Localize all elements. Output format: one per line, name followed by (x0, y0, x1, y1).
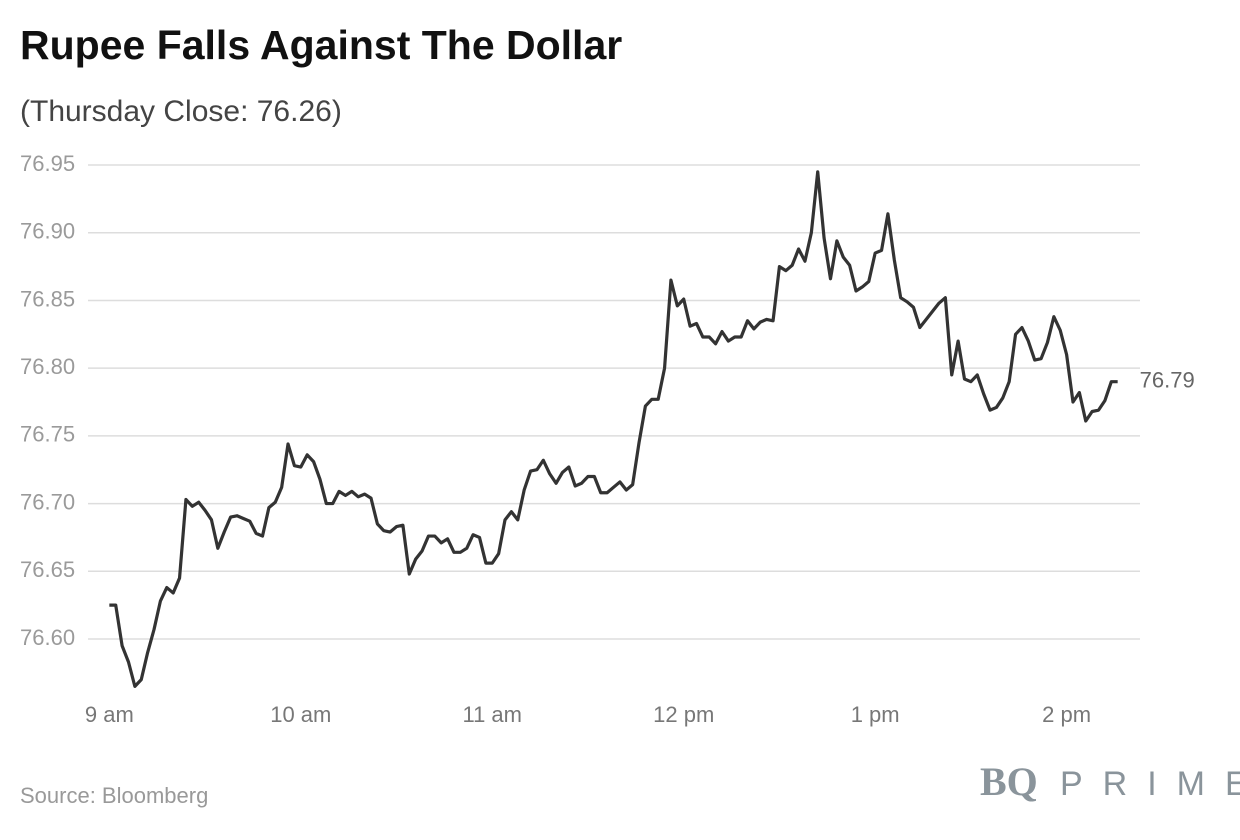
source: Source: Bloomberg (20, 783, 208, 808)
x-tick-label: 11 am (462, 702, 522, 727)
chart-subtitle: (Thursday Close: 76.26) (20, 95, 342, 128)
y-tick-label: 76.95 (20, 151, 75, 176)
x-tick-label: 10 am (270, 702, 331, 727)
y-tick-label: 76.90 (20, 219, 75, 244)
y-tick-label: 76.70 (20, 489, 75, 514)
y-tick-label: 76.60 (20, 625, 75, 650)
price-line (109, 170, 1118, 688)
y-tick-label: 76.85 (20, 286, 75, 311)
end-value-label: 76.79 (1140, 368, 1195, 393)
y-tick-label: 76.80 (20, 354, 75, 379)
chart-title: Rupee Falls Against The Dollar (20, 22, 622, 68)
brand-mark: BQ (980, 759, 1038, 804)
x-tick-label: 12 pm (653, 702, 714, 727)
y-tick-label: 76.65 (20, 557, 75, 582)
x-tick-label: 9 am (85, 702, 134, 727)
x-tick-label: 2 pm (1042, 702, 1091, 727)
y-tick-label: 76.75 (20, 422, 75, 447)
brand-name: PRIME (1060, 765, 1240, 803)
x-tick-label: 1 pm (851, 702, 900, 727)
